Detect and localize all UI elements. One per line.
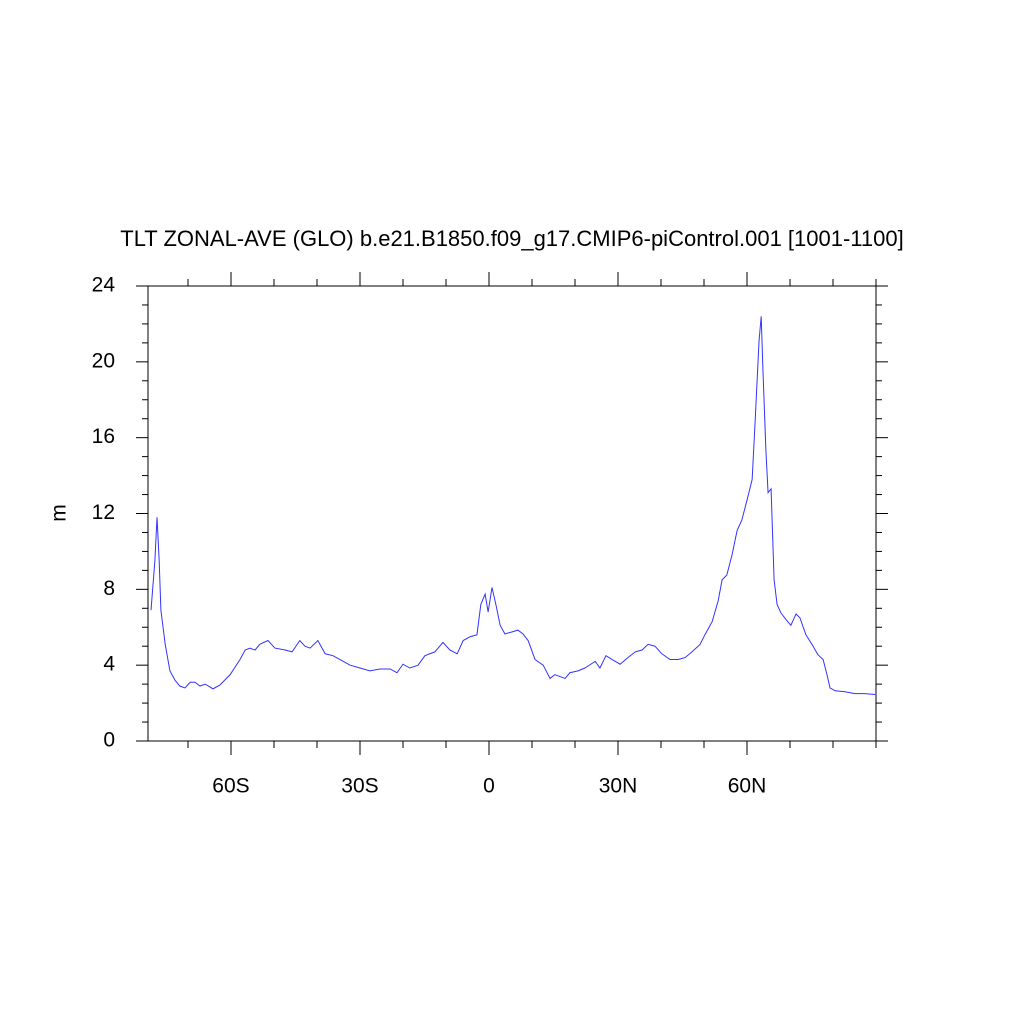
y-tick-label: 0 <box>103 729 115 752</box>
x-tick-label: 0 <box>483 775 495 798</box>
chart-title: TLT ZONAL-AVE (GLO) b.e21.B1850.f09_g17.… <box>120 226 903 251</box>
y-tick-label: 20 <box>92 349 115 372</box>
plot-frame <box>147 285 877 742</box>
y-tick-label: 12 <box>92 501 115 524</box>
y-tick-label: 24 <box>92 274 116 297</box>
y-axis-label: m <box>48 504 71 522</box>
x-tick-label: 60N <box>728 775 767 798</box>
y-tick-label: 4 <box>103 653 115 676</box>
x-tick-label: 60S <box>212 775 249 798</box>
x-tick-label: 30N <box>599 775 638 798</box>
y-tick-label: 8 <box>103 577 115 600</box>
x-tick-label: 30S <box>341 775 378 798</box>
data-line <box>150 316 876 696</box>
y-tick-label: 16 <box>92 425 115 448</box>
